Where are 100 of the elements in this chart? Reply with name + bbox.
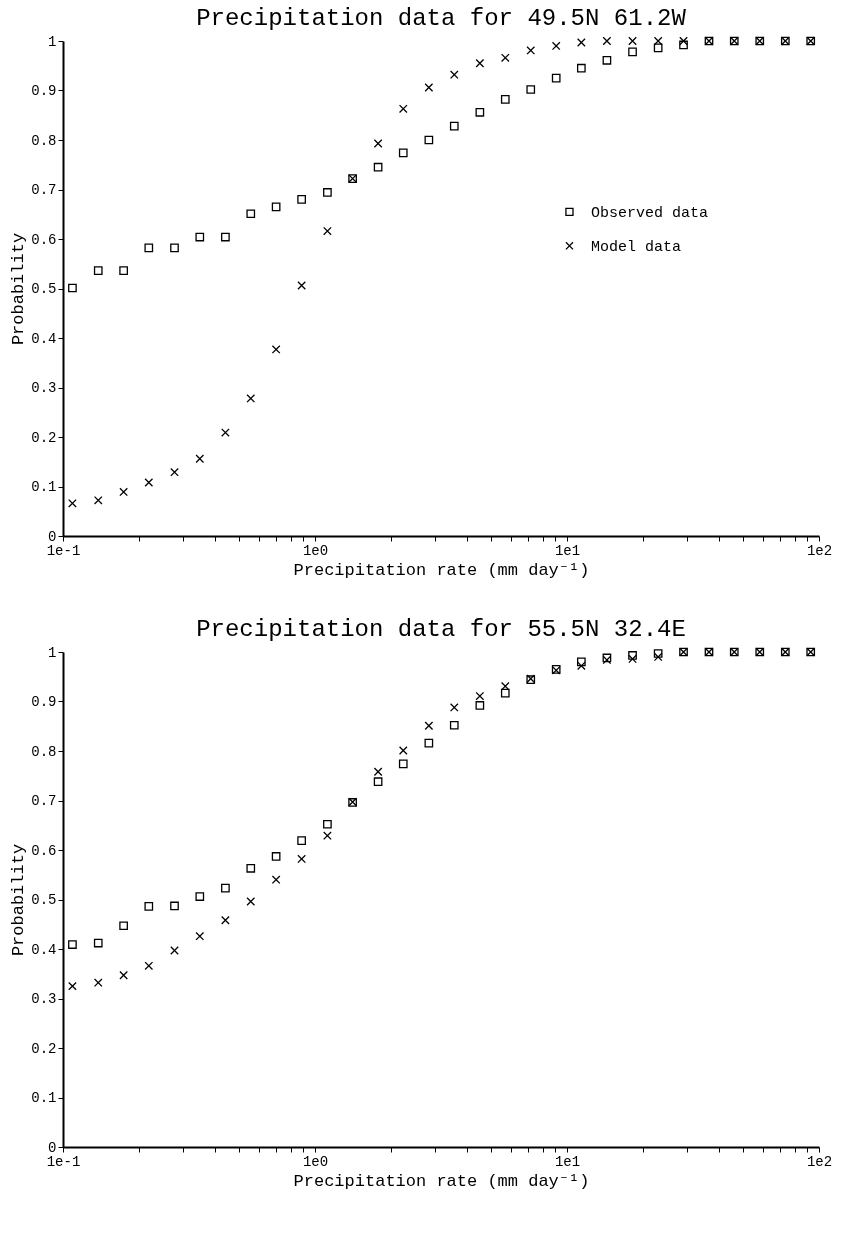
x-tick-label: 1e2 <box>806 542 833 559</box>
point <box>68 940 77 949</box>
point <box>246 897 256 906</box>
point <box>68 498 77 508</box>
y-tick-label: 1 <box>48 644 57 661</box>
point <box>576 63 586 73</box>
point <box>297 195 306 204</box>
point <box>602 36 612 46</box>
point <box>576 661 586 671</box>
point <box>119 921 128 931</box>
point <box>653 649 663 658</box>
point <box>246 209 256 219</box>
y-tick-label: 0.4 <box>31 330 57 347</box>
point <box>119 970 128 980</box>
point <box>424 738 434 748</box>
chart-title: Precipitation data for 49.5N 61.2W <box>196 5 687 32</box>
point <box>271 345 281 354</box>
point <box>449 703 459 712</box>
point <box>93 266 103 276</box>
point <box>500 53 510 63</box>
point <box>653 36 663 46</box>
y-tick-label: 0 <box>48 528 57 545</box>
point <box>271 202 281 212</box>
point <box>144 243 154 253</box>
point <box>398 148 408 158</box>
x-tick-label: 1e0 <box>302 542 329 559</box>
point <box>602 55 612 65</box>
point <box>373 767 383 777</box>
point <box>628 47 637 57</box>
point <box>221 915 230 925</box>
point <box>297 836 306 845</box>
point <box>551 73 561 83</box>
x-tick-label: 1e1 <box>554 542 581 559</box>
point <box>628 654 637 664</box>
point <box>195 931 205 941</box>
point <box>628 36 637 46</box>
point <box>398 104 408 114</box>
y-axis-title: Probability <box>9 232 29 346</box>
point <box>170 901 179 911</box>
point <box>500 688 510 698</box>
legend-label: Observed data <box>590 204 708 222</box>
y-tick-label: 1 <box>48 33 57 50</box>
point <box>475 691 485 701</box>
point <box>323 226 332 236</box>
point <box>93 938 103 948</box>
point <box>246 394 256 403</box>
point <box>526 85 536 94</box>
y-tick-label: 0.1 <box>31 479 57 495</box>
legend-label: Model data <box>590 238 681 256</box>
y-tick-label: 0.5 <box>31 892 57 908</box>
y-tick-label: 0.9 <box>31 694 57 710</box>
point <box>68 283 77 293</box>
point <box>500 95 510 104</box>
point <box>246 863 256 873</box>
point <box>576 657 586 667</box>
point <box>221 428 230 437</box>
point <box>398 759 408 769</box>
y-tick-label: 0.5 <box>31 281 57 297</box>
point <box>195 454 205 464</box>
point <box>424 721 434 731</box>
point <box>221 883 230 893</box>
x-tick-label: 1e-1 <box>46 1153 81 1170</box>
point <box>144 961 154 971</box>
y-tick-label: 0 <box>48 1139 57 1156</box>
point <box>475 107 485 117</box>
x-axis-title: Precipitation rate (mm day⁻¹) <box>293 1171 590 1191</box>
point <box>144 902 154 911</box>
point <box>221 232 230 242</box>
point <box>93 978 103 988</box>
point <box>271 852 281 861</box>
point <box>297 854 306 864</box>
point <box>68 981 77 991</box>
point <box>398 746 408 755</box>
y-tick-label: 0.3 <box>31 380 57 396</box>
point <box>93 496 103 505</box>
point <box>526 46 536 55</box>
point <box>373 162 383 172</box>
y-tick-label: 0.4 <box>31 941 57 958</box>
y-tick-label: 0.7 <box>31 793 57 809</box>
chart-title: Precipitation data for 55.5N 32.4E <box>196 616 686 643</box>
point <box>449 720 459 730</box>
y-tick-label: 0.3 <box>31 991 57 1007</box>
x-tick-label: 1e1 <box>554 1153 581 1170</box>
x-tick-label: 1e-1 <box>46 542 81 559</box>
point <box>323 831 332 840</box>
point <box>424 135 434 145</box>
y-tick-label: 0.8 <box>31 743 57 760</box>
y-tick-label: 0.9 <box>31 83 57 99</box>
point <box>119 266 128 276</box>
x-axis-title: Precipitation rate (mm day⁻¹) <box>293 560 590 580</box>
y-tick-label: 0.7 <box>31 182 57 198</box>
point <box>271 875 281 885</box>
point <box>475 58 485 68</box>
y-axis-title: Probability <box>9 843 29 957</box>
point <box>170 946 179 955</box>
point <box>628 651 637 660</box>
point <box>449 121 459 131</box>
y-tick-label: 0.6 <box>31 231 57 248</box>
point <box>170 243 179 253</box>
point <box>576 38 586 47</box>
